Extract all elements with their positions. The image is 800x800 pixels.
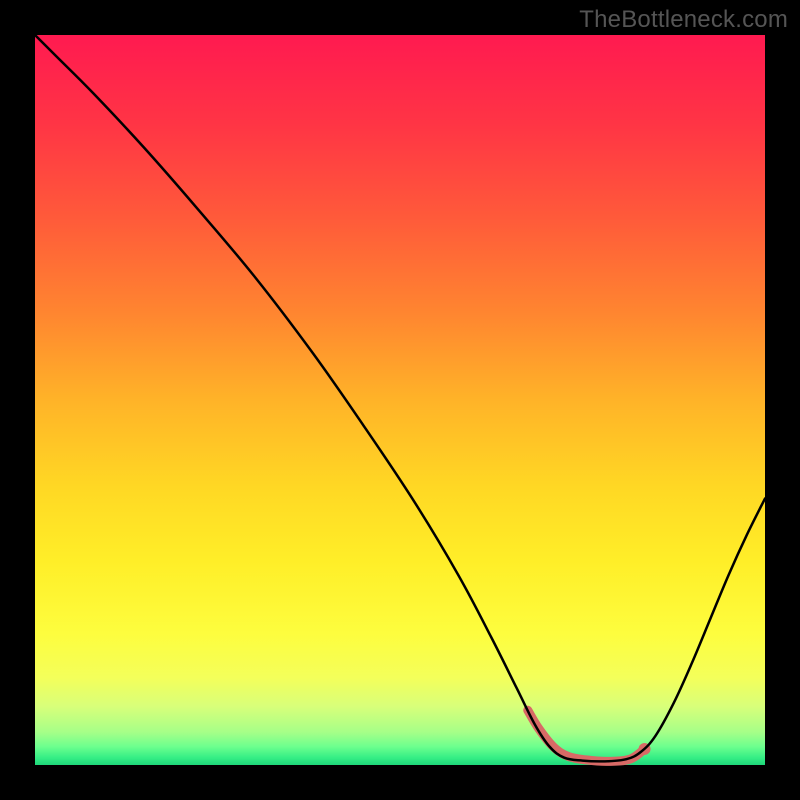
curve-layer bbox=[35, 35, 765, 765]
plot-area bbox=[35, 35, 765, 765]
watermark-text: TheBottleneck.com bbox=[579, 6, 788, 34]
chart-canvas: TheBottleneck.com bbox=[0, 0, 800, 800]
highlight-strip bbox=[528, 710, 645, 761]
bottleneck-curve bbox=[35, 35, 765, 761]
